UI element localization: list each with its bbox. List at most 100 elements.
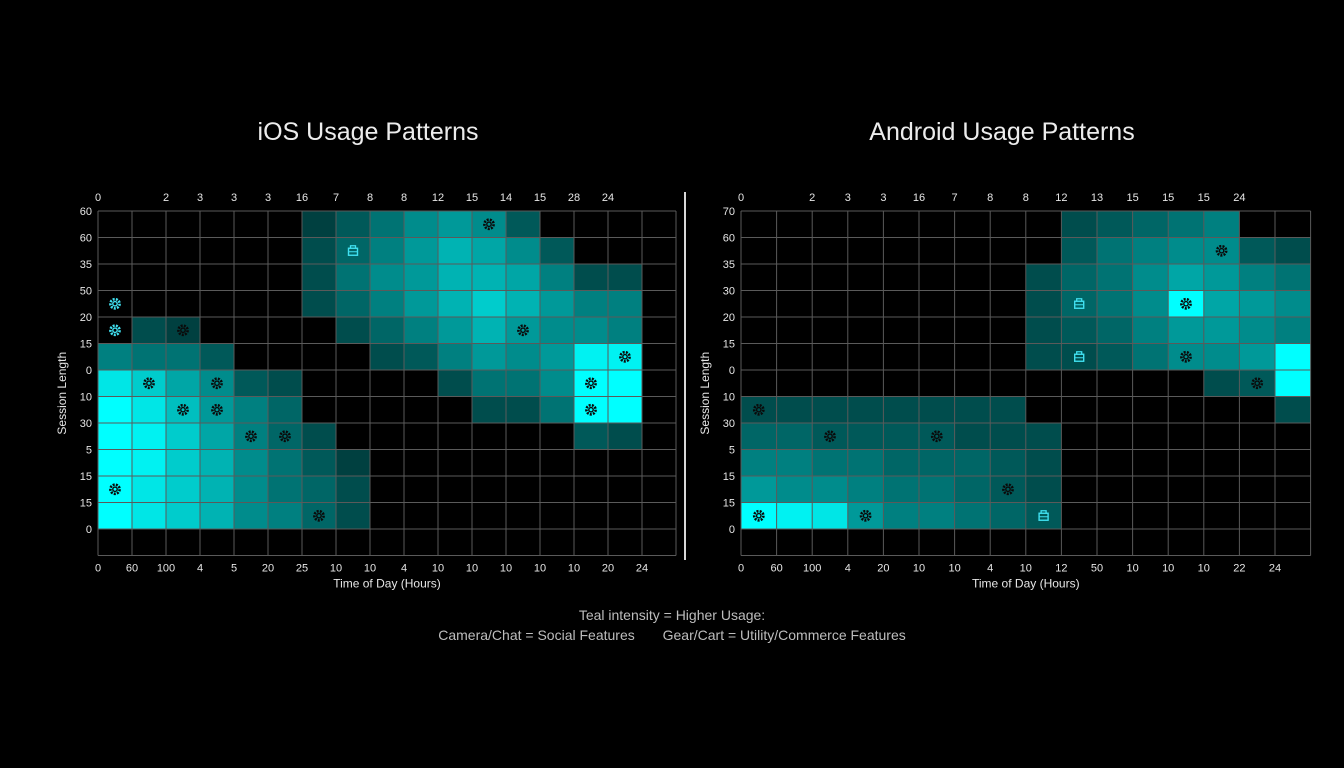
android-cell-r5-c9	[1061, 343, 1097, 370]
ios-x-top-tick: 3	[231, 192, 237, 204]
android-y-axis-label: Session Length	[698, 352, 712, 435]
ios-y-tick: 60	[80, 233, 92, 245]
android-cell-r0-c11	[1132, 211, 1169, 238]
gear-icon	[585, 403, 597, 416]
ios-cell-r5-c3	[200, 343, 234, 370]
android-cell-r2-c10	[1097, 264, 1133, 291]
android-x-top-tick: 15	[1126, 192, 1138, 204]
ios-y-tick: 30	[80, 418, 92, 430]
ios-cell-r3-c12	[506, 290, 540, 317]
ios-x-bottom-tick: 10	[364, 563, 376, 575]
ios-cell-r0-c7	[336, 211, 370, 238]
android-cell-r5-c8	[1025, 343, 1062, 370]
android-cell-r3-c15	[1275, 290, 1311, 317]
ios-x-bottom-tick: 4	[197, 563, 203, 575]
gear-icon	[859, 509, 872, 522]
ios-chart-title: iOS Usage Patterns	[257, 118, 479, 146]
ios-cell-r6-c14	[574, 370, 608, 397]
gear-icon	[1180, 297, 1192, 310]
ios-cell-r2-c7	[336, 264, 370, 291]
android-heatmap: 70 60 35 30 20 15 0 10 30 5 15 15 0 0 2 3 3 16 7 8 8 12 13 15 15…	[698, 192, 1312, 591]
android-cell-r11-c1	[776, 502, 813, 529]
ios-cell-r1-c6	[302, 237, 336, 264]
android-cell-r6-c13	[1203, 370, 1240, 397]
android-cell-r3-c9	[1061, 290, 1097, 317]
ios-cell-r7-c14	[574, 396, 608, 423]
android-cell-r10-c8	[1025, 476, 1062, 503]
ios-cell-r8-c6	[302, 423, 336, 450]
android-x-top-tick: 7	[952, 192, 958, 204]
android-cell-r9-c0	[741, 449, 777, 476]
ios-y-axis-label: Session Length	[55, 352, 69, 435]
ios-cell-r6-c13	[540, 370, 574, 397]
ios-cell-r3-c15	[608, 290, 642, 317]
android-y-tick: 60	[723, 233, 735, 245]
android-x-bottom-tick: 100	[803, 563, 821, 575]
android-x-bottom-tick: 10	[1126, 563, 1138, 575]
ios-cell-r7-c2	[166, 396, 200, 423]
ios-cell-r4-c10	[438, 317, 472, 344]
ios-cell-r6-c12	[506, 370, 540, 397]
ios-cell-r9-c6	[302, 449, 336, 476]
android-x-top-tick: 0	[738, 192, 744, 204]
android-cell-r8-c7	[990, 423, 1026, 450]
gear-icon	[177, 403, 189, 416]
legend-utility-features: Gear/Cart = Utility/Commerce Features	[662, 627, 906, 643]
ios-cell-r9-c4	[234, 449, 268, 476]
ios-cell-r4-c8	[370, 317, 404, 344]
gear-icon	[483, 218, 495, 231]
ios-cell-r3-c7	[336, 290, 370, 317]
ios-cell-r6-c15	[608, 370, 642, 397]
android-x-top-tick: 12	[1055, 192, 1067, 204]
ios-cell-r5-c10	[438, 343, 472, 370]
android-cell-r3-c14	[1239, 290, 1275, 317]
ios-cell-r4-c14	[574, 317, 608, 344]
ios-cell-r8-c5	[268, 423, 302, 450]
ios-cell-r8-c1	[132, 423, 166, 450]
gear-icon	[1215, 244, 1228, 257]
android-cell-r1-c11	[1132, 237, 1169, 264]
ios-cell-r5-c2	[166, 343, 200, 370]
gear-icon	[1002, 483, 1014, 496]
android-cell-r11-c4	[883, 502, 919, 529]
ios-cell-r11-c4	[234, 502, 268, 529]
ios-cell-r1-c9	[404, 237, 438, 264]
android-x-bottom-tick: 20	[877, 563, 889, 575]
android-cell-r4-c11	[1132, 317, 1169, 344]
ios-cell-r6-c0	[98, 370, 132, 397]
ios-x-axis-label: Time of Day (Hours)	[333, 577, 441, 591]
android-cell-r4-c15	[1275, 317, 1311, 344]
android-cell-r2-c12	[1168, 264, 1204, 291]
android-x-bottom-tick: 10	[948, 563, 960, 575]
android-cell-r5-c10	[1097, 343, 1133, 370]
ios-cell-r1-c11	[472, 237, 506, 264]
ios-x-bottom-tick: 100	[157, 563, 175, 575]
android-cell-r7-c15	[1275, 396, 1311, 423]
ios-y-tick: 35	[80, 259, 92, 271]
ios-x-top-tick: 7	[333, 192, 339, 204]
android-x-top-tick: 8	[987, 192, 993, 204]
ios-cell-r7-c5	[268, 396, 302, 423]
android-y-tick: 15	[723, 339, 735, 351]
android-x-top-tick: 2	[809, 192, 815, 204]
ios-cell-r10-c6	[302, 476, 336, 503]
gear-icon	[211, 403, 223, 416]
android-cell-r3-c13	[1203, 290, 1240, 317]
ios-x-bottom-tick: 20	[602, 563, 614, 575]
ios-cell-r9-c0	[98, 449, 132, 476]
ios-cell-r3-c13	[540, 290, 574, 317]
ios-y-tick: 15	[80, 498, 92, 510]
gear-icon	[143, 377, 155, 390]
ios-cell-r7-c3	[200, 396, 234, 423]
ios-x-top-tick: 15	[466, 192, 478, 204]
android-y-tick: 70	[723, 206, 735, 218]
android-cell-r9-c8	[1025, 449, 1062, 476]
android-x-axis-label: Time of Day (Hours)	[972, 577, 1080, 591]
android-cell-r11-c8	[1025, 502, 1062, 529]
android-x-bottom-tick: 50	[1091, 563, 1103, 575]
android-cell-r9-c3	[847, 449, 884, 476]
ios-cell-r5-c0	[98, 343, 132, 370]
ios-cell-r11-c0	[98, 502, 132, 529]
ios-x-bottom-tick: 10	[500, 563, 512, 575]
gear-icon	[1251, 377, 1264, 390]
